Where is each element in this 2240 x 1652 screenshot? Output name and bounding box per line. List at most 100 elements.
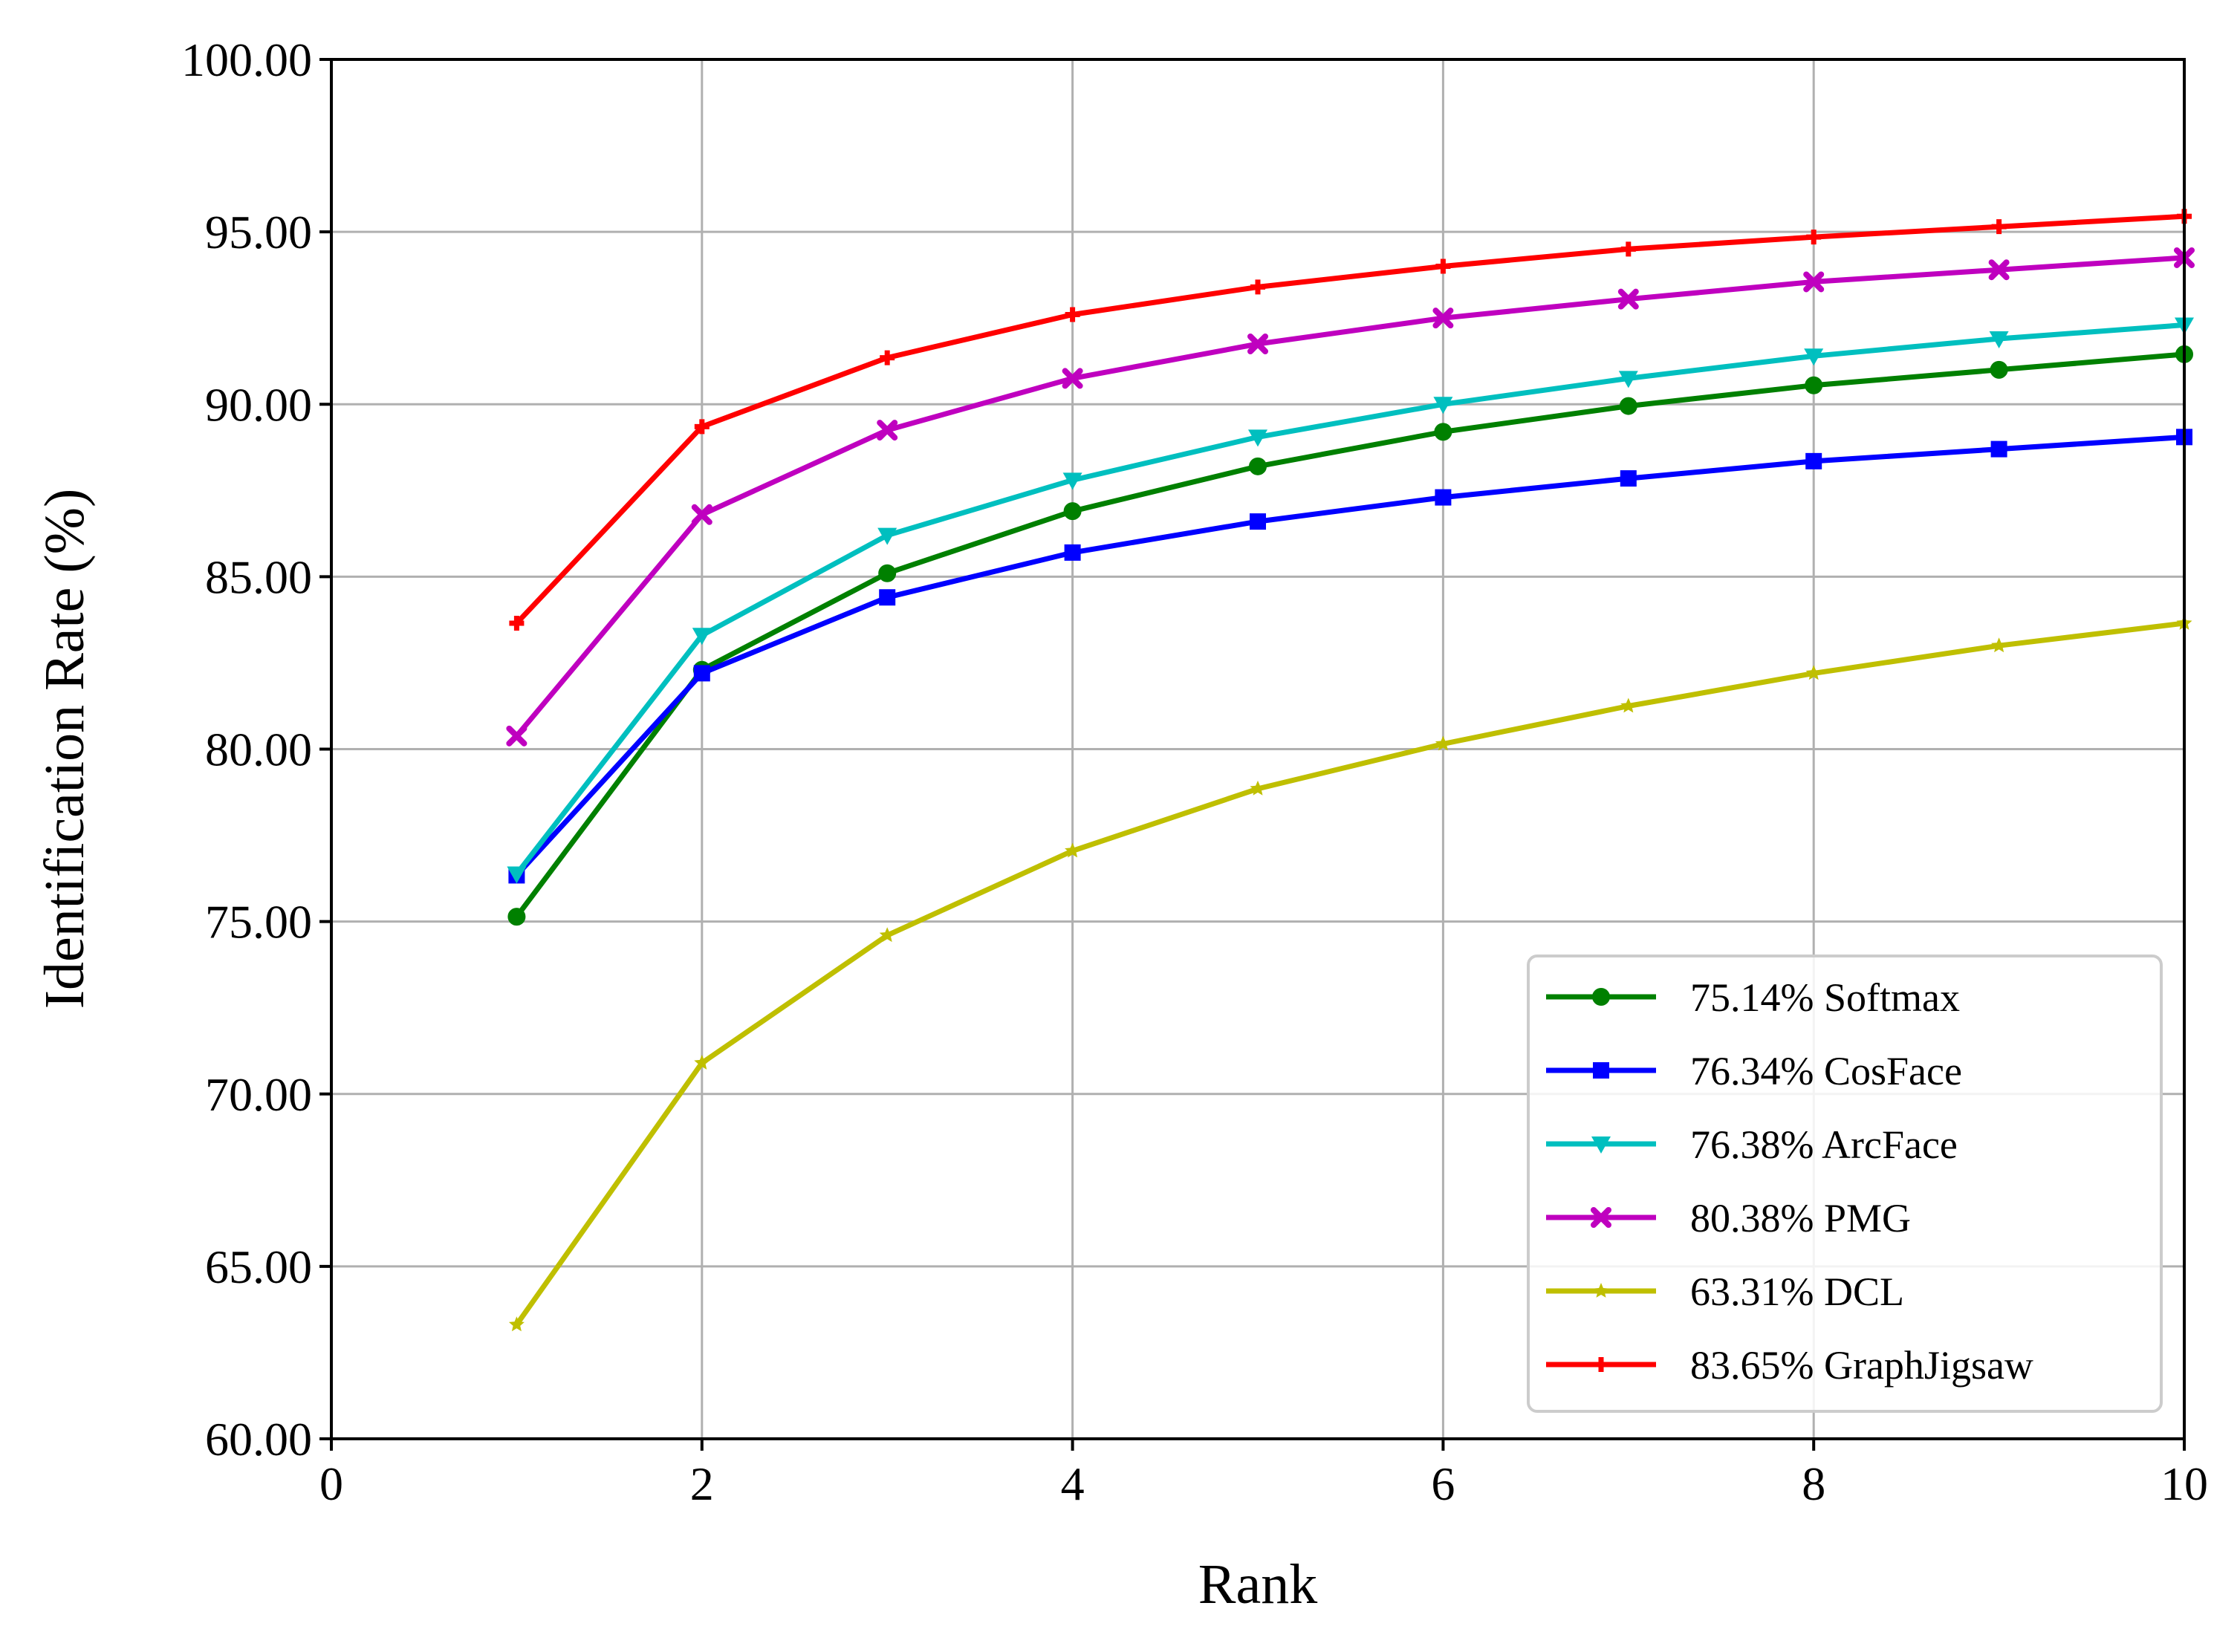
data-point-marker — [1593, 1062, 1609, 1079]
data-point-marker — [879, 927, 895, 943]
data-point-marker — [1062, 368, 1083, 389]
x-axis-title: Rank — [1198, 1553, 1317, 1616]
data-point-marker — [691, 504, 712, 525]
data-point-marker — [692, 628, 712, 645]
x-tick-label: 2 — [690, 1457, 714, 1510]
y-tick-label: 70.00 — [205, 1068, 312, 1121]
data-point-marker — [508, 1316, 525, 1332]
data-point-marker — [507, 866, 527, 884]
data-point-marker — [1250, 513, 1266, 530]
data-point-marker — [693, 665, 710, 682]
legend-box — [1527, 955, 2163, 1413]
data-point-marker — [1064, 544, 1081, 561]
data-point-marker — [1249, 457, 1267, 475]
data-point-marker — [1991, 219, 2007, 235]
legend-label: 76.34% CosFace — [1690, 1049, 1962, 1093]
data-point-marker — [1591, 1136, 1611, 1154]
legend-label: 76.38% ArcFace — [1690, 1122, 1958, 1167]
data-point-marker — [1248, 429, 1267, 447]
data-point-marker — [1988, 259, 2010, 281]
x-tick-label: 0 — [319, 1457, 343, 1510]
x-tick-label: 6 — [1431, 1457, 1455, 1510]
data-point-marker — [1065, 307, 1080, 322]
data-point-marker — [1434, 423, 1452, 441]
data-point-marker — [1805, 376, 1823, 394]
data-point-marker — [1991, 637, 2007, 653]
legend-label: 83.65% GraphJigsaw — [1690, 1343, 2033, 1388]
legend-entry: 63.31% DCL — [1546, 1269, 1904, 1314]
data-point-marker — [1065, 842, 1081, 858]
data-point-marker — [507, 908, 526, 926]
legend: 75.14% Softmax 76.34% CosFace 76.38% ArcFa… — [1527, 955, 2163, 1413]
data-point-marker — [879, 589, 896, 606]
data-point-marker — [1592, 988, 1610, 1006]
legend-label: 80.38% PMG — [1690, 1196, 1911, 1240]
data-point-marker — [694, 419, 710, 435]
y-axis-title: Identification Rate (%) — [33, 489, 96, 1009]
data-point-marker — [1805, 452, 1822, 469]
data-point-marker — [1593, 1283, 1609, 1298]
data-point-marker — [1435, 489, 1452, 506]
series-layer — [506, 209, 2195, 1332]
y-tick-label: 90.00 — [205, 378, 312, 431]
data-point-marker — [1594, 1357, 1608, 1372]
series-line — [513, 322, 2187, 877]
legend-label: 63.31% DCL — [1690, 1269, 1904, 1314]
legend-label: 75.14% Softmax — [1690, 975, 1960, 1020]
data-point-marker — [1806, 230, 1822, 245]
data-point-marker — [1435, 258, 1451, 274]
y-tick-label: 95.00 — [205, 206, 312, 258]
data-point-marker — [877, 527, 897, 545]
legend-entry: 76.38% ArcFace — [1546, 1122, 1958, 1167]
data-point-marker — [1250, 279, 1265, 295]
data-point-marker — [1620, 697, 1637, 713]
data-point-marker — [877, 420, 898, 441]
data-point-marker — [1989, 331, 2009, 349]
x-tick-label: 4 — [1061, 1457, 1085, 1510]
data-point-marker — [880, 350, 895, 365]
data-point-marker — [1432, 308, 1454, 329]
y-tick-label: 75.00 — [205, 896, 312, 949]
data-point-marker — [1990, 440, 2007, 458]
y-tick-label: 60.00 — [205, 1413, 312, 1466]
data-point-marker — [694, 1055, 710, 1070]
x-tick-label: 8 — [1802, 1457, 1825, 1510]
series-line — [513, 620, 2187, 1327]
data-point-marker — [1804, 348, 1824, 366]
data-point-marker — [1617, 288, 1639, 310]
data-point-marker — [1433, 397, 1453, 414]
data-point-marker — [1063, 502, 1082, 521]
data-point-marker — [506, 725, 527, 747]
y-tick-label: 80.00 — [205, 723, 312, 776]
data-point-marker — [1619, 397, 1637, 415]
data-point-marker — [1062, 472, 1082, 490]
series-line — [513, 351, 2187, 920]
legend-entry: 80.38% PMG — [1546, 1196, 1911, 1240]
series-line — [513, 255, 2187, 739]
data-point-marker — [1250, 780, 1266, 796]
data-point-marker — [1620, 470, 1637, 487]
data-point-marker — [878, 564, 897, 582]
data-point-marker — [1803, 271, 1825, 293]
series-line — [513, 213, 2187, 626]
data-point-marker — [1618, 371, 1638, 388]
y-tick-label: 100.00 — [181, 33, 312, 86]
data-point-marker — [1990, 360, 2008, 379]
data-point-marker — [509, 616, 525, 631]
series-line — [513, 434, 2187, 878]
data-point-marker — [1247, 334, 1268, 355]
y-tick-label: 85.00 — [205, 550, 312, 603]
x-tick-label: 10 — [2161, 1457, 2208, 1510]
legend-entry: 76.34% CosFace — [1546, 1049, 1962, 1093]
data-point-marker — [1591, 1207, 1611, 1228]
legend-entries: 75.14% Softmax 76.34% CosFace 76.38% ArcFa… — [1546, 975, 2033, 1388]
legend-entry: 75.14% Softmax — [1546, 975, 1960, 1020]
data-point-marker — [1435, 735, 1451, 751]
tick-layer: 0 2 4 6 8 10 60.00 65.00 70.00 75.00 80.00 85.00 90.… — [181, 33, 2208, 1510]
data-point-marker — [1805, 665, 1822, 680]
y-tick-label: 65.00 — [205, 1240, 312, 1293]
legend-entry: 83.65% GraphJigsaw — [1546, 1343, 2033, 1388]
data-point-marker — [1620, 241, 1636, 257]
